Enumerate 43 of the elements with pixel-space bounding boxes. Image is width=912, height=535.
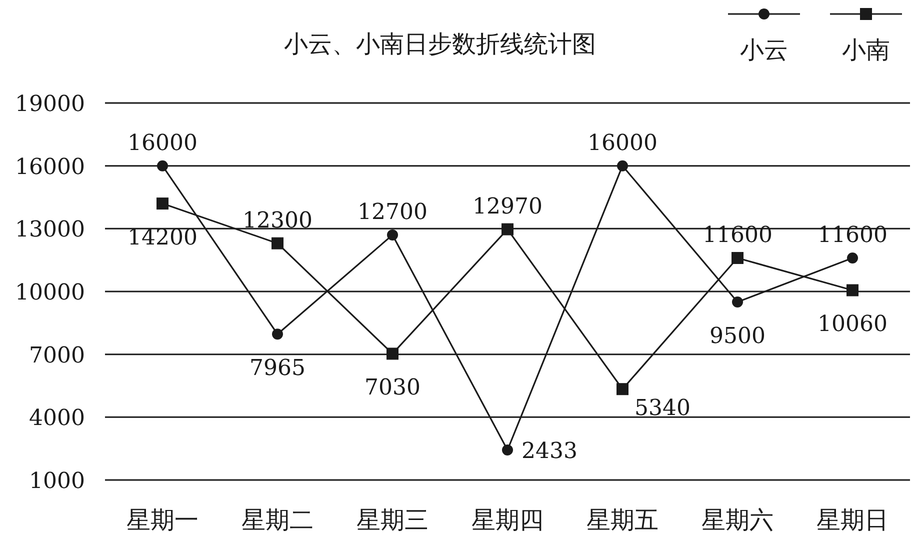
data-label: 5340 xyxy=(634,396,690,422)
x-tick-label: 星期四 xyxy=(472,506,544,534)
data-label: 2433 xyxy=(522,438,578,464)
point xyxy=(502,223,514,236)
point xyxy=(846,284,858,296)
y-tick-label: 13000 xyxy=(15,218,85,243)
data-label: 9500 xyxy=(710,324,766,349)
chart-title: 小云、小南日步数折线统计图 xyxy=(284,30,596,58)
data-label: 10060 xyxy=(818,312,888,338)
data-label: 7965 xyxy=(250,356,306,382)
y-tick-label: 10000 xyxy=(15,280,85,306)
data-label: 14200 xyxy=(128,226,198,251)
data-label: 12300 xyxy=(242,208,312,234)
data-label: 16000 xyxy=(588,130,658,156)
y-tick-label: 4000 xyxy=(29,406,85,432)
legend-label: 小南 xyxy=(842,36,890,64)
x-tick-label: 星期一 xyxy=(126,506,198,534)
x-tick-label: 星期三 xyxy=(356,506,428,534)
point xyxy=(732,252,744,264)
data-label: 7030 xyxy=(364,376,420,401)
y-tick-label: 19000 xyxy=(15,92,85,117)
y-tick-label: 7000 xyxy=(29,343,85,368)
point xyxy=(386,348,398,360)
x-tick-label: 星期五 xyxy=(586,506,658,534)
data-label: 12970 xyxy=(472,194,542,220)
point xyxy=(617,160,628,172)
data-label: 16000 xyxy=(128,130,198,156)
point xyxy=(616,383,628,396)
x-tick-label: 星期六 xyxy=(702,506,774,534)
x-tick-label: 星期二 xyxy=(242,506,314,534)
point xyxy=(732,296,743,308)
point xyxy=(847,252,858,264)
x-tick-label: 星期日 xyxy=(816,506,888,534)
legend-label: 小云 xyxy=(740,36,788,64)
y-tick-label: 1000 xyxy=(29,469,85,494)
y-tick-label: 16000 xyxy=(15,154,85,180)
data-label: 12700 xyxy=(358,200,428,225)
point xyxy=(157,160,168,172)
point xyxy=(272,328,283,340)
point xyxy=(387,229,398,240)
point xyxy=(156,198,168,210)
point xyxy=(272,237,284,250)
point xyxy=(502,444,513,456)
